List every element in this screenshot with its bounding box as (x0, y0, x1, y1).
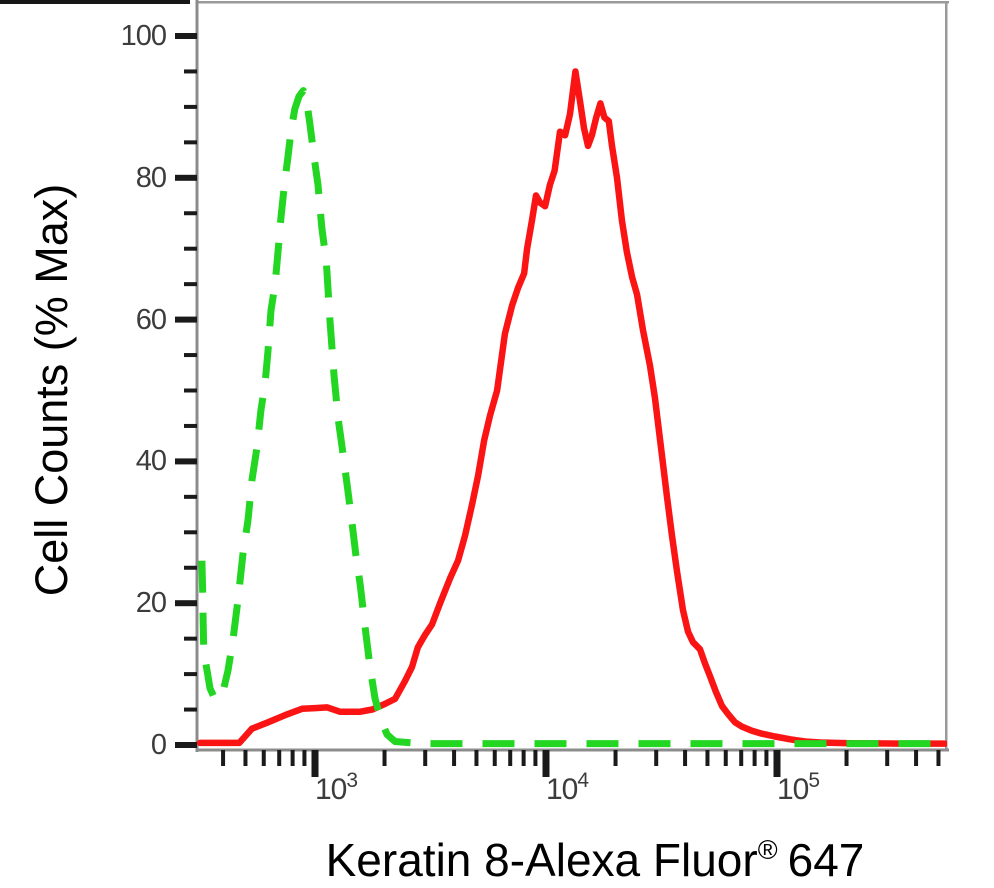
y-major-tick (175, 33, 197, 39)
y-minor-tick (184, 140, 197, 145)
x-tick-label-10e3: 103 (315, 769, 358, 807)
y-major-tick (175, 174, 197, 181)
x-minor-tick (277, 750, 282, 766)
y-tick-label-80: 80 (135, 161, 167, 194)
y-minor-tick (184, 530, 197, 535)
x-minor-tick (705, 750, 710, 766)
x-minor-tick (474, 750, 479, 766)
control-curve-green-dashed (198, 87, 945, 748)
x-minor-tick (914, 750, 919, 766)
x-minor-tick (302, 750, 307, 766)
y-minor-tick (184, 707, 197, 712)
x-minor-tick (936, 750, 941, 766)
x-minor-tick (521, 750, 526, 766)
x-minor-tick (752, 750, 757, 766)
y-minor-tick (184, 636, 197, 641)
y-minor-tick (184, 423, 197, 428)
x-axis-title-text: Keratin 8-Alexa Fluor (325, 834, 758, 886)
x-minor-tick (723, 750, 728, 766)
x-minor-tick (290, 750, 295, 766)
x-major-tick (311, 750, 319, 777)
x-minor-tick (533, 750, 538, 766)
x-minor-tick (382, 750, 387, 766)
y-major-tick (175, 742, 197, 748)
sample-curve-red (197, 68, 947, 747)
x-minor-tick (764, 750, 769, 766)
x-axis-line (195, 748, 949, 752)
x-tick-base: 10 (777, 773, 809, 806)
x-minor-tick (683, 750, 688, 766)
y-major-tick (175, 316, 197, 323)
y-tick-label-0: 0 (150, 729, 167, 761)
x-axis-title-number: 647 (787, 834, 865, 886)
x-minor-tick (885, 750, 890, 766)
x-minor-tick (739, 750, 744, 766)
y-minor-tick (184, 672, 197, 677)
y-tick-label-100: 100 (120, 20, 167, 52)
y-minor-tick (184, 353, 197, 358)
y-minor-tick (184, 246, 197, 251)
y-minor-tick (184, 565, 197, 570)
y-minor-tick (184, 104, 197, 109)
x-tick-label-10e5: 105 (777, 769, 820, 807)
top-edge-crop-artifact (0, 0, 190, 4)
x-major-tick (542, 750, 550, 777)
y-minor-tick (184, 388, 197, 393)
plot-frame-right (945, 1, 948, 751)
y-minor-tick (184, 211, 197, 216)
x-tick-exponent: 4 (577, 769, 590, 792)
x-minor-tick (243, 750, 248, 766)
x-minor-tick (508, 750, 513, 766)
x-minor-tick (423, 750, 428, 766)
x-tick-label-10e4: 104 (546, 769, 589, 807)
y-tick-label-20: 20 (135, 587, 167, 620)
x-minor-tick (613, 750, 618, 766)
y-major-tick (175, 458, 197, 465)
y-axis-title: Cell Counts (% Max) (26, 183, 77, 597)
y-tick-label-40: 40 (135, 445, 167, 478)
y-minor-tick (184, 494, 197, 499)
x-minor-tick (492, 750, 497, 766)
x-axis-title: Keratin 8-Alexa Fluor® 647 (225, 833, 965, 887)
x-tick-base: 10 (315, 773, 347, 806)
y-tick-label-60: 60 (135, 303, 167, 336)
y-axis-line (195, 0, 199, 752)
x-minor-tick (844, 750, 849, 766)
x-tick-base: 10 (546, 773, 578, 806)
registered-trademark-icon: ® (757, 835, 778, 865)
x-tick-exponent: 3 (346, 769, 359, 792)
x-minor-tick (452, 750, 457, 766)
x-minor-tick (654, 750, 659, 766)
y-minor-tick (184, 282, 197, 287)
plot-frame-top (195, 1, 949, 4)
x-minor-tick (221, 750, 226, 766)
x-minor-tick (261, 750, 266, 766)
y-major-tick (175, 600, 197, 607)
x-major-tick (773, 750, 781, 777)
y-minor-tick (184, 69, 197, 74)
x-tick-exponent: 5 (808, 769, 821, 792)
